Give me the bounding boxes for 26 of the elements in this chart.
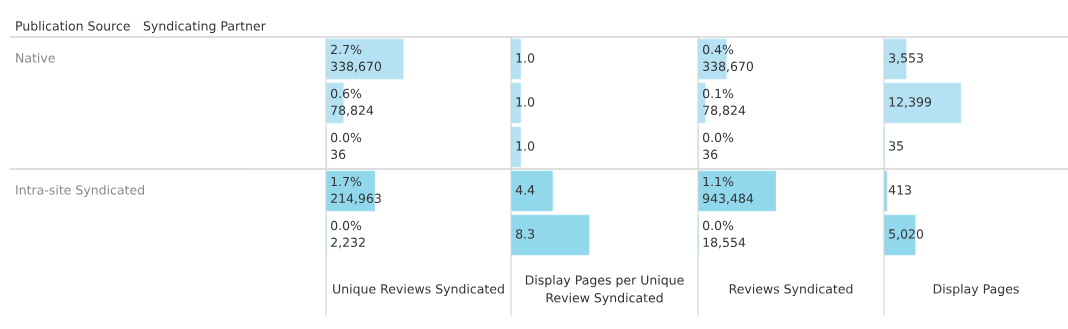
text: Publication Source xyxy=(16,20,130,31)
data-label: 3,553 xyxy=(889,53,923,64)
text: Syndicating Partner xyxy=(143,20,266,34)
data-label: 35 xyxy=(889,141,903,151)
text: Intra-site Syndicated xyxy=(16,184,144,198)
x-axis-title: Display Pages xyxy=(933,283,1019,297)
data-label: 1.1% 943,484 xyxy=(702,176,754,205)
x-axis-title: Display Pages per Unique Review Syndicated xyxy=(525,275,684,305)
data-label: 0.1% 78,824 xyxy=(702,88,746,117)
data-label: 4.4 xyxy=(515,185,535,195)
data-label: 8.3 xyxy=(516,229,535,239)
data-label: 0.0% 18,554 xyxy=(702,220,746,249)
data-label: 1.0 xyxy=(516,97,535,107)
x-axis-title: Unique Reviews Syndicated xyxy=(333,283,504,297)
data-label: 0.6% 78,824 xyxy=(330,88,374,117)
data-label: 0.0% 36 xyxy=(702,132,734,160)
data-label: 12,399 xyxy=(889,97,932,108)
data-label: 0.0% 36 xyxy=(330,132,362,160)
x-axis-title: Reviews Syndicated xyxy=(729,283,853,297)
data-label: 0.4% 338,670 xyxy=(702,44,754,73)
data-label: 2.7% 338,670 xyxy=(331,44,382,73)
data-label: 413 xyxy=(888,185,912,195)
data-label: 0.0% 2,232 xyxy=(330,220,365,249)
data-label: 1.0 xyxy=(516,53,535,63)
data-label: 1.0 xyxy=(516,141,535,151)
text: Native xyxy=(16,52,55,63)
